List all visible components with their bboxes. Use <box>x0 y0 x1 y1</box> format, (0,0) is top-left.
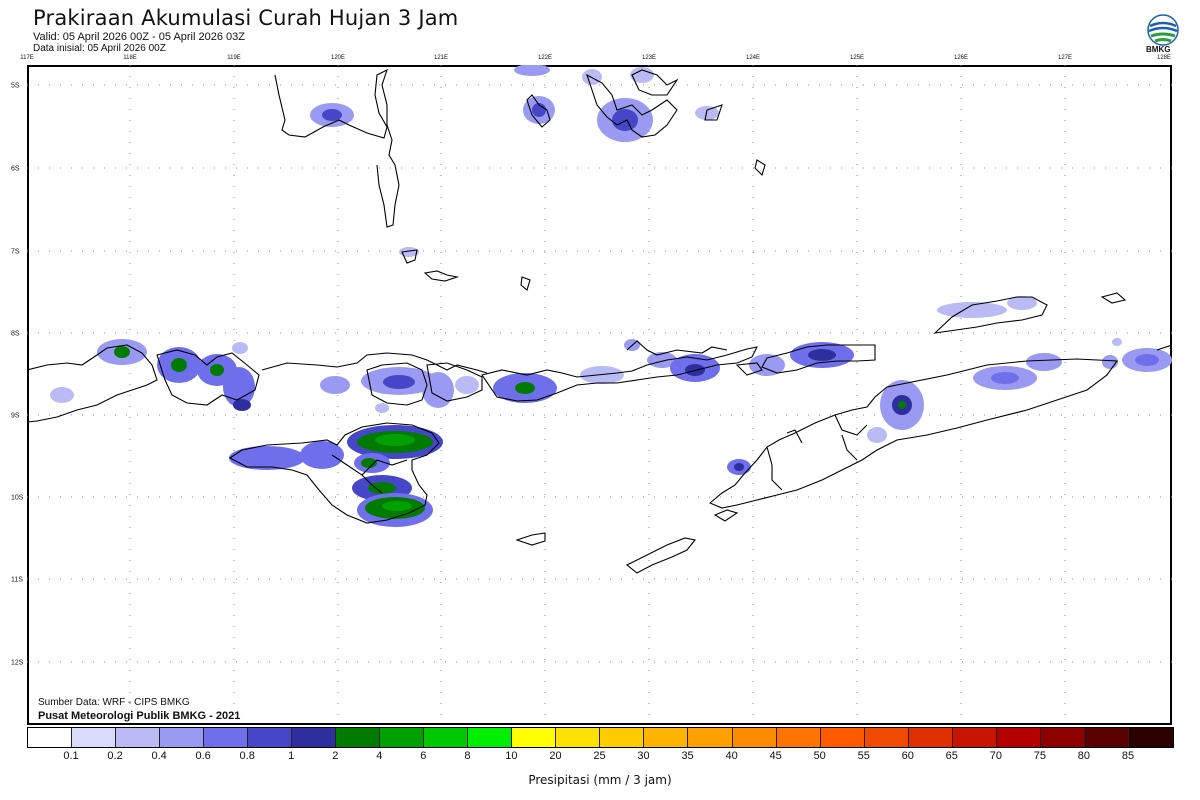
logo-text: BMKG <box>1146 45 1171 54</box>
map-title: Prakiraan Akumulasi Curah Hujan 3 Jam <box>33 6 459 30</box>
colorbar-swatch <box>908 728 953 747</box>
colorbar-tick-label: 30 <box>637 750 650 762</box>
colorbar-swatch <box>116 728 161 747</box>
coastlines <box>27 68 1172 574</box>
colorbar-swatch <box>248 728 293 747</box>
lon-label: 127E <box>1057 55 1073 61</box>
lat-label: 9S <box>11 412 20 420</box>
colorbar-swatch <box>1128 728 1173 747</box>
colorbar <box>27 727 1174 748</box>
colorbar-swatch <box>732 728 777 747</box>
colorbar-tick-label: 60 <box>901 750 914 762</box>
colorbar-swatch <box>512 728 557 747</box>
colorbar-swatch <box>204 728 249 747</box>
colorbar-swatch <box>380 728 425 747</box>
lat-label: 12S <box>11 659 24 667</box>
colorbar-tick-label: 20 <box>549 750 562 762</box>
colorbar-swatch <box>996 728 1041 747</box>
lon-label: 120E <box>330 55 346 61</box>
colorbar-tick-label: 8 <box>464 750 471 762</box>
colorbar-tick-label: 2 <box>332 750 339 762</box>
colorbar-tick-label: 0.6 <box>195 750 211 762</box>
colorbar-swatch <box>468 728 513 747</box>
colorbar-swatch <box>820 728 865 747</box>
bmkg-logo-icon <box>1147 14 1179 46</box>
lat-label: 10S <box>11 494 24 502</box>
colorbar-tick-label: 0.4 <box>151 750 167 762</box>
lon-label: 126E <box>953 55 969 61</box>
colorbar-swatch <box>160 728 205 747</box>
graticule <box>27 65 1172 725</box>
colorbar-swatch <box>556 728 601 747</box>
colorbar-swatch <box>336 728 381 747</box>
lat-label: 11S <box>11 576 23 584</box>
valid-period: Valid: 05 April 2026 00Z - 05 April 2026… <box>33 31 245 43</box>
colorbar-tick-label: 25 <box>593 750 606 762</box>
colorbar-tick-label: 0.2 <box>107 750 123 762</box>
colorbar-tick-label: 80 <box>1077 750 1091 762</box>
colorbar-swatch <box>952 728 997 747</box>
colorbar-tick-label: 10 <box>505 750 518 762</box>
colorbar-swatch <box>864 728 909 747</box>
colorbar-tick-label: 0.1 <box>63 750 79 762</box>
colorbar-swatch <box>644 728 689 747</box>
precip-shading <box>50 65 1172 527</box>
map-area <box>27 65 1172 725</box>
colorbar-tick-label: 50 <box>813 750 826 762</box>
colorbar-tick-label: 0.8 <box>239 750 255 762</box>
lat-label: 8S <box>11 330 20 338</box>
colorbar-swatch <box>72 728 117 747</box>
data-source: Sumber Data: WRF - CIPS BMKG <box>38 697 190 708</box>
colorbar-swatch <box>292 728 337 747</box>
colorbar-tick-label: 40 <box>725 750 738 762</box>
rainfall-map <box>27 65 1172 725</box>
lon-label: 119E <box>227 55 241 61</box>
colorbar-tick-label: 1 <box>288 750 295 762</box>
colorbar-tick-label: 75 <box>1033 750 1046 762</box>
lat-label: 6S <box>11 165 20 173</box>
colorbar-swatch <box>600 728 645 747</box>
lat-label: 7S <box>11 248 20 256</box>
colorbar-title: Presipitasi (mm / 3 jam) <box>528 773 672 787</box>
colorbar-tick-label: 85 <box>1121 750 1135 762</box>
lon-label: 117E <box>20 55 34 61</box>
colorbar-tick-label: 4 <box>376 750 383 762</box>
colorbar-swatch <box>28 728 73 747</box>
lon-label: 125E <box>849 55 865 61</box>
lon-label: 128E <box>1156 55 1172 61</box>
lon-label: 123E <box>641 55 657 61</box>
lon-label: 122E <box>537 55 553 61</box>
colorbar-tick-label: 6 <box>420 750 427 762</box>
colorbar-tick-label: 45 <box>769 750 782 762</box>
initial-data: Data inisial: 05 April 2026 00Z <box>33 43 166 54</box>
colorbar-swatch <box>776 728 821 747</box>
lon-label: 124E <box>745 55 761 61</box>
colorbar-tick-label: 70 <box>989 750 1002 762</box>
colorbar-swatch <box>1040 728 1085 747</box>
colorbar-swatch <box>688 728 733 747</box>
colorbar-tick-label: 65 <box>945 750 958 762</box>
colorbar-swatch <box>1084 728 1129 747</box>
colorbar-swatch <box>424 728 469 747</box>
lon-label: 121E <box>433 55 449 61</box>
credit-text: Pusat Meteorologi Publik BMKG - 2021 <box>38 710 241 722</box>
lat-label: 5S <box>11 82 20 90</box>
colorbar-tick-label: 55 <box>857 750 870 762</box>
lon-label: 118E <box>123 55 137 61</box>
colorbar-tick-label: 35 <box>681 750 694 762</box>
